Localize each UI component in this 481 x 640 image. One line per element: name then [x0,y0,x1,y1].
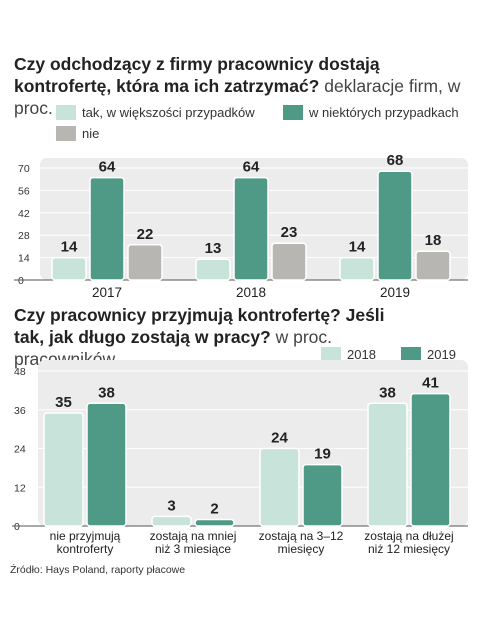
chart2-bar [410,392,451,527]
legend-item-2: w niektórych przypadkach [283,105,459,120]
chart2-title-main: Czy pracownicy przyjmują kontrofertę? Je… [14,305,385,347]
chart1-bar [89,176,125,281]
chart2-x-tick: zostają na 3–12 [259,529,344,543]
legend-item-2018: 2018 [321,347,376,362]
chart1-title: Czy odchodzący z firmy pracownicy dostaj… [14,53,474,119]
chart1-y-tick: 56 [18,185,30,197]
chart2-data-label: 24 [271,430,288,447]
chart1-data-label: 23 [281,224,298,241]
source-note: Źródło: Hays Poland, raporty płacowe [10,564,186,576]
chart1-bar [195,258,231,281]
chart2-x-tick: zostają na mniej [150,529,237,543]
chart2-x-tick: niż 12 miesięcy [368,542,450,556]
chart1-data-label: 64 [99,159,116,176]
chart2-bar [43,412,84,527]
legend-label-2019: 2019 [427,347,456,362]
chart1-bar [51,256,87,281]
chart2-data-label: 2 [210,501,218,518]
chart1-y-tick: 70 [18,163,30,175]
legend-swatch-2018 [321,347,341,362]
legend-label-1: tak, w większości przypadków [82,105,255,120]
chart1-bar [271,242,307,281]
chart2-y-tick: 0 [14,521,20,533]
legend-swatch-2019 [401,347,421,362]
chart2-y-tick: 12 [14,482,26,494]
chart1-title-main: Czy odchodzący z firmy pracownicy dostaj… [14,54,380,96]
legend-item-1: tak, w większości przypadków [56,105,255,120]
legend-label-2: w niektórych przypadkach [309,105,459,120]
chart1-y-tick: 0 [18,275,24,287]
chart1-y-tick: 42 [18,208,30,220]
chart2-bar [86,402,127,527]
chart1-x-tick: 2017 [92,285,122,300]
chart2-data-label: 38 [98,384,115,401]
chart1-data-label: 68 [387,152,404,169]
chart2-x-tick: niż 3 miesiące [155,542,231,556]
chart1-x-tick: 2018 [236,285,266,300]
chart1-data-label: 13 [205,240,222,257]
chart2-panel [38,360,468,526]
legend-item-3: nie [56,126,99,141]
chart2-bar [151,515,192,527]
legend-item-2019: 2019 [401,347,456,362]
chart1-bar [339,256,375,281]
chart2-data-label: 41 [422,375,439,392]
chart1-y-tick: 28 [18,230,30,242]
chart1-data-label: 14 [61,239,78,256]
chart1-bar [127,244,163,281]
chart2-data-label: 3 [167,497,175,514]
chart2-x-tick: kontroferty [57,542,114,556]
legend-label-2018: 2018 [347,347,376,362]
chart1-bar [377,170,413,281]
chart2-x-tick: miesięcy [278,542,325,556]
chart1-data-label: 64 [243,159,260,176]
chart2-data-label: 19 [314,446,331,463]
legend-swatch-dark [283,105,303,120]
chart1-data-label: 22 [137,226,154,243]
chart2-x-tick: nie przyjmują [50,529,121,543]
chart1-y-tick: 14 [18,253,30,265]
chart2-data-label: 35 [55,394,72,411]
chart2-data-label: 38 [379,384,396,401]
chart1-plot: 0 14 28 42 56 70 14 64 22 2017 13 64 23 2018 14 68 18 201… [14,152,468,300]
chart1-bar [415,250,451,281]
chart1-title-unit: deklaracje firm, w proc. [14,76,461,118]
chart2-y-tick: 48 [14,366,26,378]
chart2-y-tick: 24 [14,444,26,456]
legend-swatch-gray [56,126,76,141]
chart2-y-tick: 36 [14,405,26,417]
chart2-bar [259,447,300,527]
chart2-bar [302,463,343,527]
chart2-x-tick: zostają na dłużej [364,529,453,543]
chart1-bar [233,176,269,281]
chart2-bar [194,518,235,527]
legend-swatch-light [56,105,76,120]
chart1-x-tick: 2019 [380,285,410,300]
legend-label-3: nie [82,126,100,141]
chart2-bar [367,402,408,527]
chart2-title: Czy pracownicy przyjmują kontrofertę? Je… [14,304,414,370]
chart1-data-label: 18 [425,232,442,249]
chart1-data-label: 14 [349,239,366,256]
